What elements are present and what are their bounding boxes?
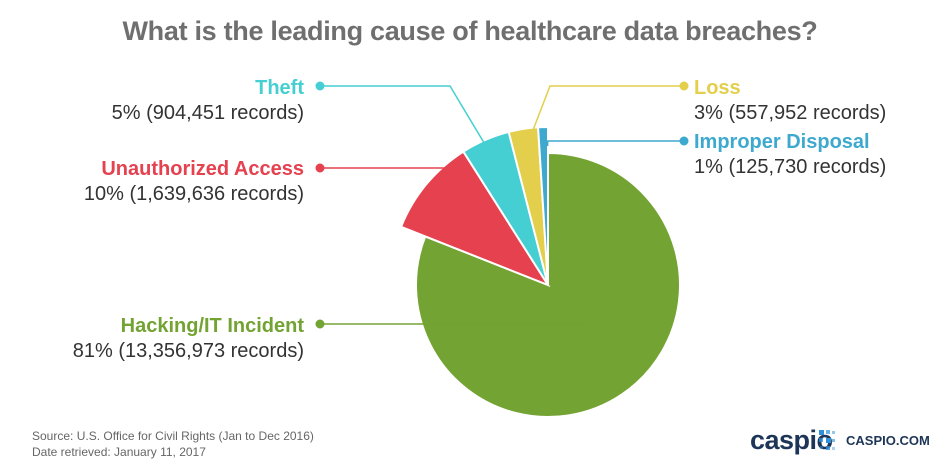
leader-dot-disposal bbox=[679, 136, 689, 146]
label-improper-disposal: Improper Disposal 1% (125,730 records) bbox=[694, 130, 886, 180]
source-note: Source: U.S. Office for Civil Rights (Ja… bbox=[32, 428, 314, 460]
logo-dots-icon bbox=[819, 430, 835, 450]
leader-dot-unauthorized bbox=[315, 163, 325, 173]
leader-line-loss bbox=[525, 85, 684, 148]
leader-line-unauthorized bbox=[320, 167, 452, 197]
pie-slice-unauthorized bbox=[399, 150, 551, 288]
label-loss-detail: 3% (557,952 records) bbox=[694, 102, 887, 124]
leader-dot-loss bbox=[679, 81, 689, 91]
label-hacking-detail: 81% (13,356,973 records) bbox=[72, 340, 304, 362]
label-unauthorized-access-detail: 10% (1,639,636 records) bbox=[83, 183, 304, 205]
label-unauthorized-access-name: Unauthorized Access bbox=[101, 158, 304, 180]
label-unauthorized-access: Unauthorized Access 10% (1,639,636 recor… bbox=[84, 157, 304, 207]
label-loss-name: Loss bbox=[694, 77, 741, 99]
leader-dot-hacking bbox=[315, 319, 325, 329]
date-retrieved-text: Date retrieved: January 11, 2017 bbox=[32, 445, 206, 459]
label-hacking: Hacking/IT Incident 81% (13,356,973 reco… bbox=[73, 314, 304, 364]
logo-url: CASPIO.COM bbox=[846, 433, 930, 448]
label-improper-disposal-detail: 1% (125,730 records) bbox=[694, 156, 887, 178]
leader-line-disposal bbox=[546, 140, 684, 147]
leader-line-theft bbox=[320, 85, 494, 158]
label-theft: Theft 5% (904,451 records) bbox=[112, 76, 304, 126]
label-theft-detail: 5% (904,451 records) bbox=[111, 102, 304, 124]
pie-slice-disposal bbox=[537, 125, 549, 286]
label-hacking-name: Hacking/IT Incident bbox=[120, 315, 304, 337]
source-text: Source: U.S. Office for Civil Rights (Ja… bbox=[32, 429, 314, 443]
leader-dot-theft bbox=[315, 81, 325, 91]
label-theft-name: Theft bbox=[255, 77, 304, 99]
chart-title: What is the leading cause of healthcare … bbox=[122, 16, 818, 46]
label-improper-disposal-name: Improper Disposal bbox=[694, 131, 870, 153]
label-loss: Loss 3% (557,952 records) bbox=[694, 76, 886, 126]
